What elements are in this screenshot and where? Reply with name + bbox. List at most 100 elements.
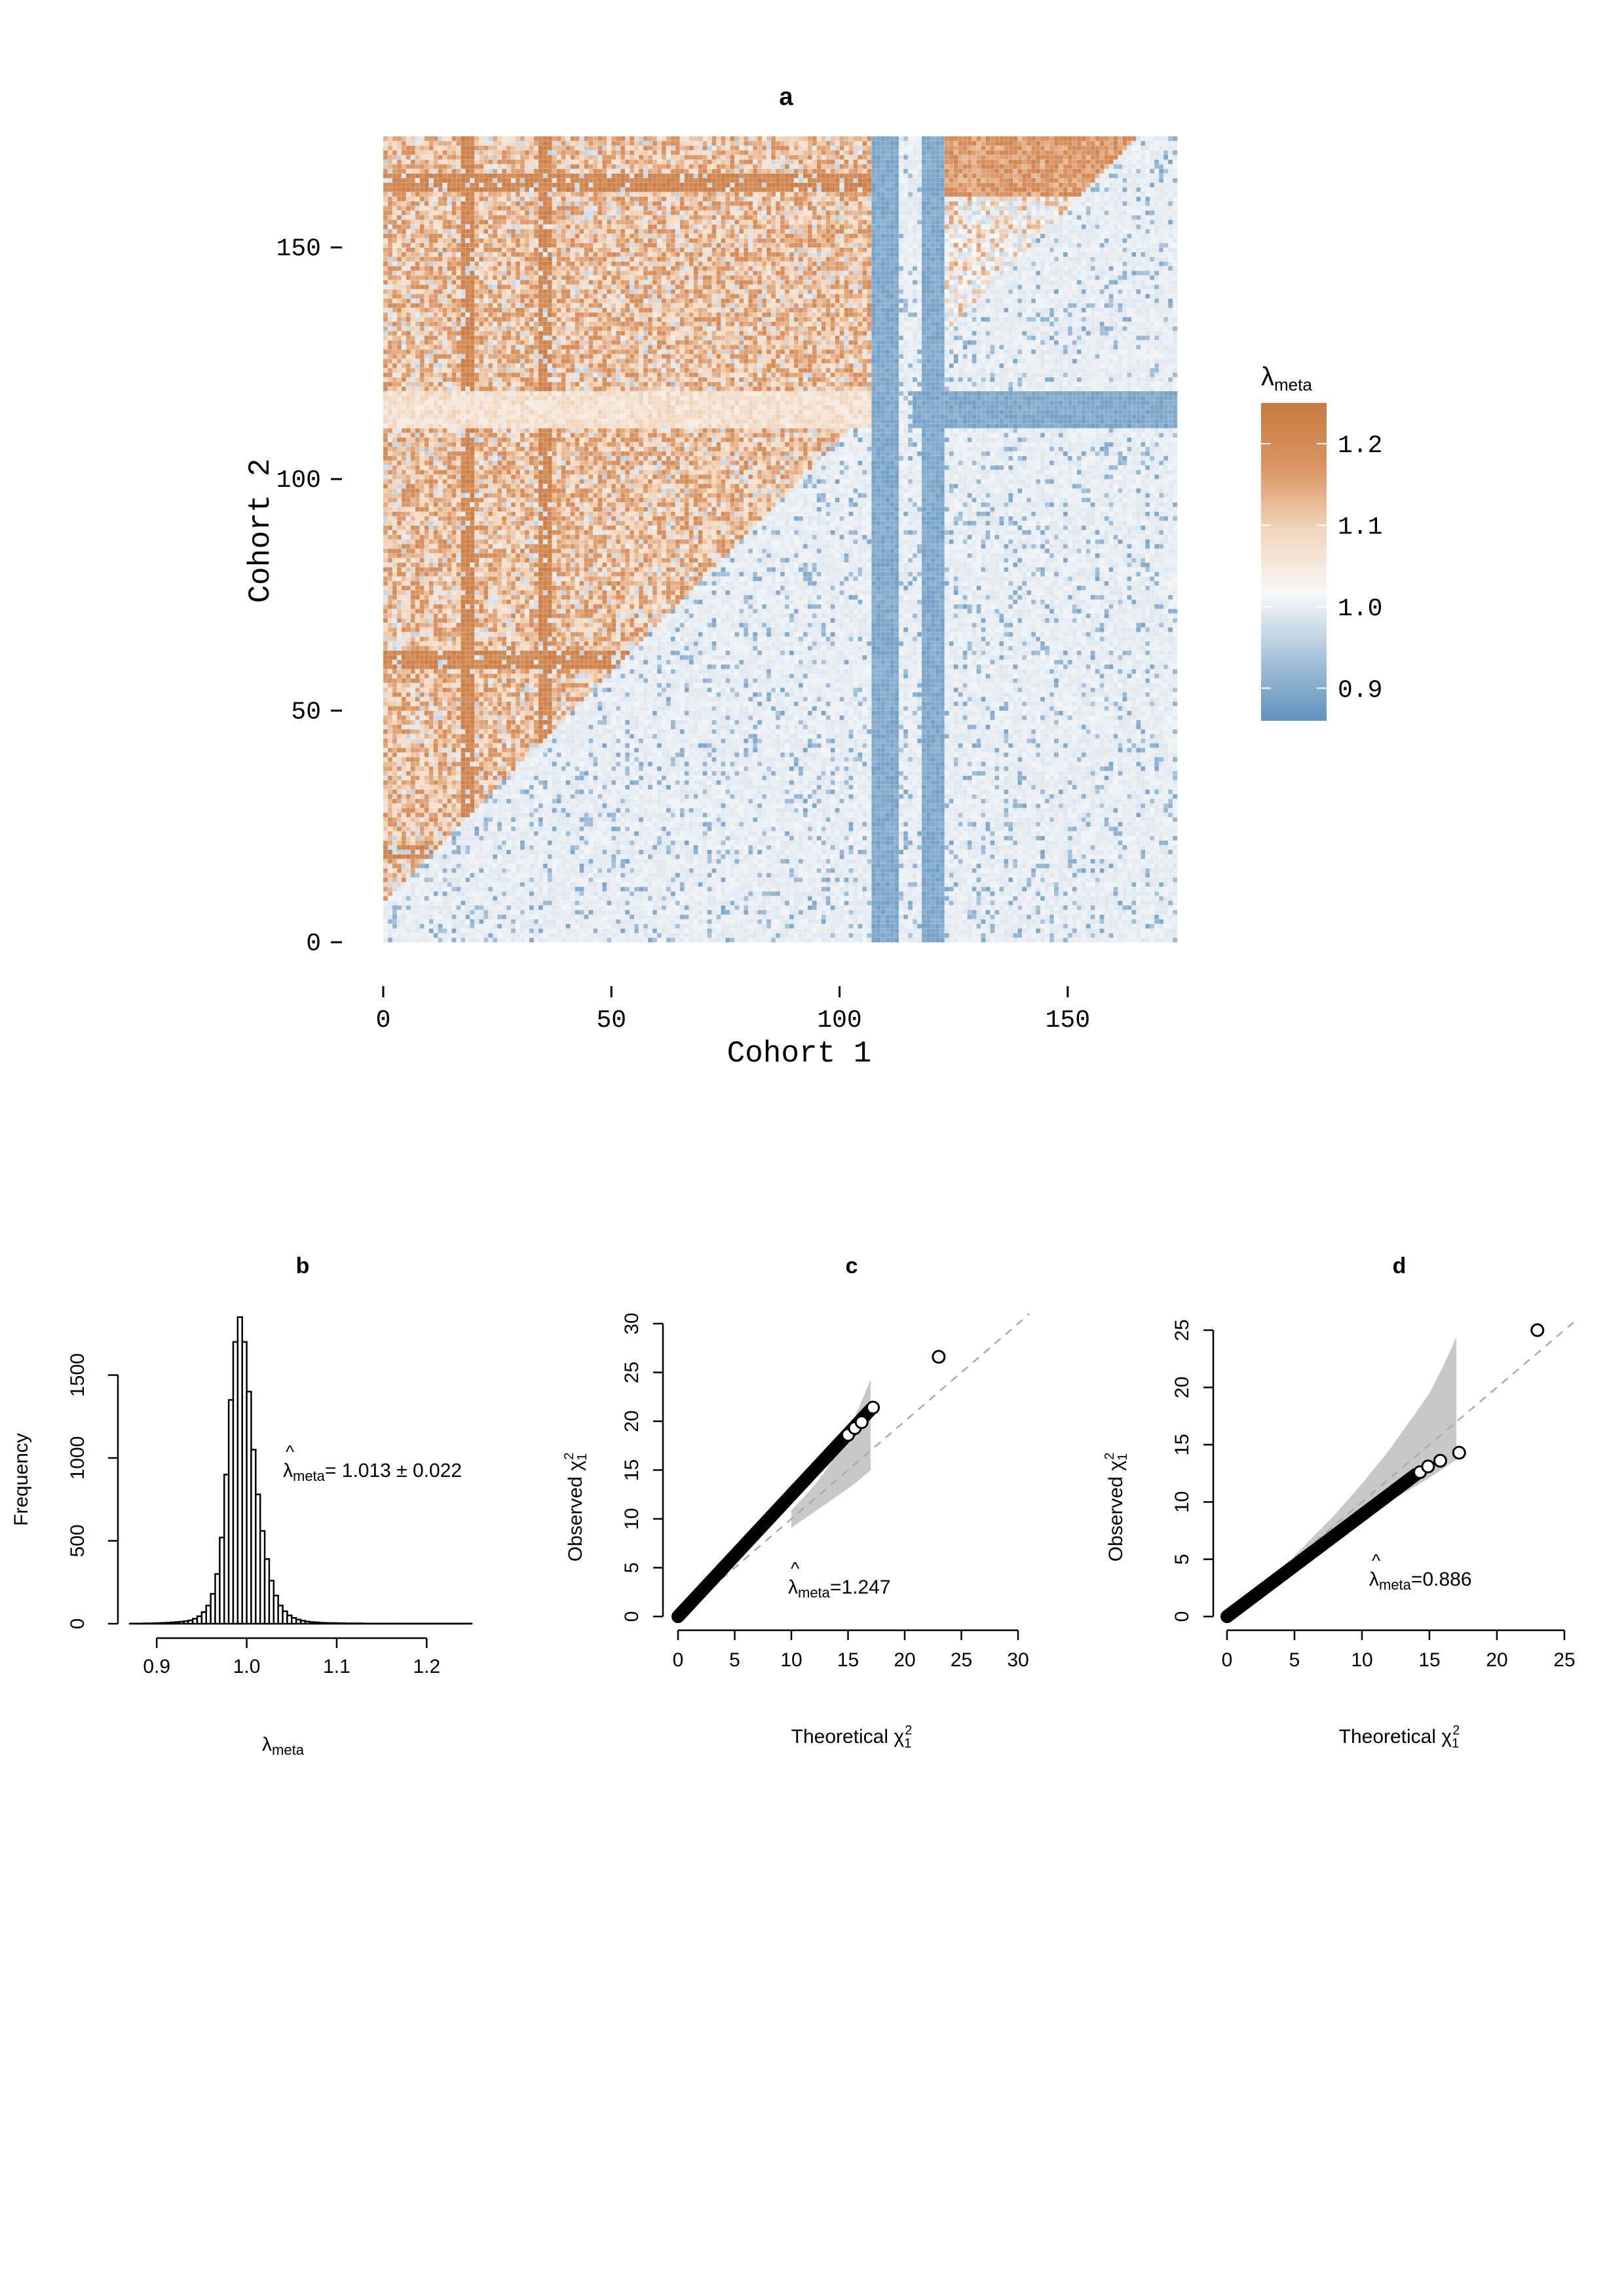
heatmap-cell [402, 470, 406, 474]
heatmap-cell [493, 826, 497, 831]
heatmap-cell [479, 405, 483, 410]
heatmap-cell [461, 507, 465, 512]
heatmap-cell [470, 864, 474, 868]
heatmap-cell [388, 201, 392, 206]
heatmap-cell [461, 252, 465, 257]
heatmap-cell [493, 873, 497, 877]
heatmap-cell [479, 674, 483, 678]
heatmap-cell [502, 738, 506, 743]
heatmap-cell [465, 664, 470, 669]
heatmap-cell [461, 757, 465, 761]
heatmap-cell [451, 233, 456, 238]
heatmap-cell [443, 729, 447, 734]
heatmap-cell [397, 558, 402, 562]
heatmap-cell [447, 761, 452, 766]
heatmap-cell [383, 335, 388, 340]
heatmap-cell [483, 590, 488, 595]
heatmap-cell [443, 428, 447, 432]
heatmap-cell [493, 729, 497, 734]
heatmap-cell [443, 933, 447, 938]
heatmap-cell [447, 396, 452, 400]
heatmap-cell [438, 641, 443, 646]
heatmap-cell [502, 252, 506, 257]
heatmap-cell [488, 887, 493, 891]
heatmap-cell [493, 261, 497, 266]
heatmap-cell [438, 507, 443, 512]
heatmap-cell [502, 877, 506, 882]
heatmap-cell [415, 933, 420, 938]
heatmap-cell [443, 600, 447, 604]
heatmap-cell [451, 145, 456, 150]
heatmap-cell [438, 428, 443, 432]
heatmap-cell [488, 201, 493, 206]
heatmap-cell [438, 479, 443, 484]
heatmap-cell [511, 609, 516, 613]
heatmap-cell [451, 521, 456, 526]
heatmap-cell [465, 780, 470, 785]
heatmap-cell [420, 738, 425, 743]
heatmap-cell [429, 692, 434, 697]
heatmap-cell [420, 174, 425, 178]
heatmap-cell [493, 363, 497, 368]
heatmap-cell [497, 776, 502, 780]
heatmap-cell [406, 627, 411, 632]
heatmap-cell [443, 891, 447, 896]
heatmap-cell [402, 484, 406, 488]
heatmap-cell [434, 275, 438, 280]
heatmap-cell [470, 553, 474, 558]
heatmap-cell [451, 410, 456, 414]
heatmap-cell [415, 535, 420, 539]
heatmap-cell [493, 808, 497, 813]
heatmap-cell [383, 331, 388, 335]
heatmap-cell [470, 303, 474, 307]
heatmap-cell [383, 313, 388, 317]
heatmap-cell [497, 738, 502, 743]
heatmap-cell [488, 308, 493, 313]
heatmap-cell [438, 845, 443, 850]
heatmap-cell [461, 497, 465, 502]
heatmap-cell [438, 516, 443, 521]
heatmap-cell [465, 817, 470, 822]
heatmap-cell [443, 461, 447, 465]
heatmap-cell [383, 729, 388, 734]
heatmap-cell [438, 915, 443, 919]
heatmap-cell [474, 706, 479, 710]
heatmap-cell [425, 322, 429, 326]
heatmap-cell [406, 641, 411, 646]
heatmap-cell [465, 776, 470, 780]
heatmap-cell [451, 206, 456, 210]
heatmap-cell [443, 790, 447, 794]
heatmap-cell [415, 340, 420, 345]
heatmap-cell [470, 808, 474, 813]
heatmap-cell [474, 197, 479, 201]
heatmap-cell [461, 776, 465, 780]
heatmap-cell [429, 183, 434, 187]
heatmap-cell [443, 553, 447, 558]
heatmap-cell [388, 275, 392, 280]
heatmap-cell [388, 803, 392, 808]
heatmap-cell [470, 933, 474, 938]
heatmap-cell [411, 313, 415, 317]
heatmap-cell [451, 224, 456, 229]
heatmap-cell [456, 423, 461, 428]
heatmap-cell [438, 239, 443, 243]
heatmap-cell [502, 405, 506, 410]
heatmap-cell [497, 604, 502, 609]
heatmap-cell [438, 340, 443, 345]
heatmap-cell [443, 785, 447, 790]
heatmap-cell [434, 600, 438, 604]
heatmap-cell [383, 845, 388, 850]
heatmap-cell [497, 197, 502, 201]
heatmap-cell [383, 136, 388, 141]
heatmap-cell [488, 317, 493, 322]
heatmap-cell [438, 150, 443, 155]
heatmap-cell [502, 748, 506, 752]
heatmap-cell [402, 479, 406, 484]
heatmap-cell [488, 567, 493, 571]
heatmap-cell [474, 349, 479, 354]
heatmap-cell [456, 271, 461, 275]
heatmap-cell [392, 159, 397, 164]
heatmap-cell [447, 308, 452, 313]
heatmap-cell [438, 776, 443, 780]
heatmap-cell [479, 428, 483, 432]
